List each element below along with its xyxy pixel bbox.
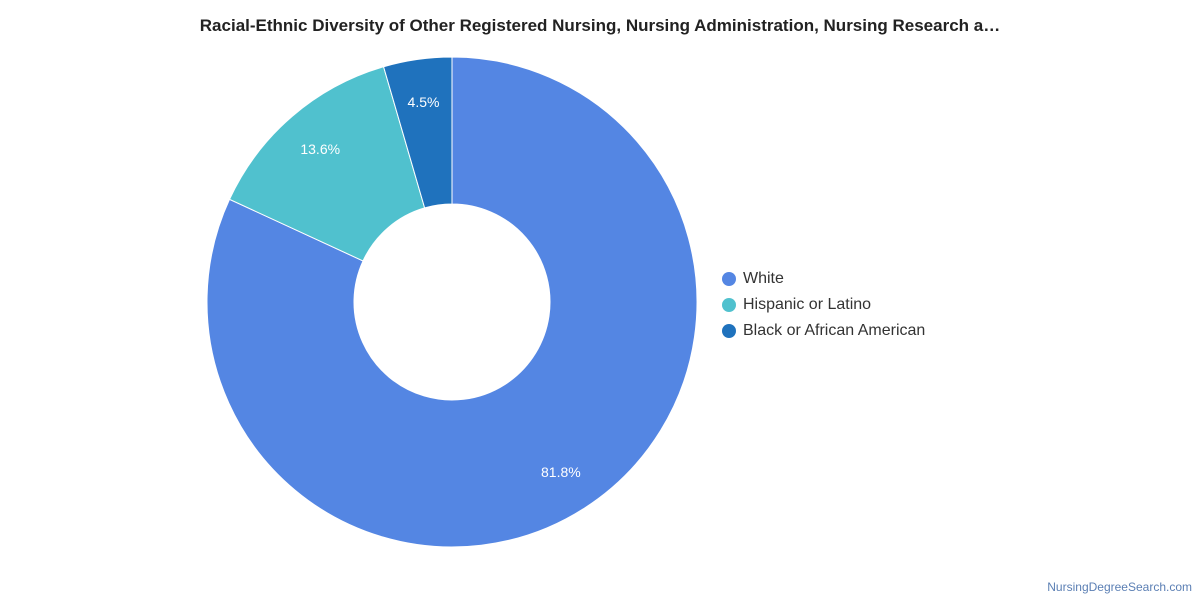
legend-label: Black or African American xyxy=(743,322,926,339)
slice-label-black-or-african-american: 4.5% xyxy=(408,94,440,110)
legend-label: White xyxy=(743,270,784,287)
legend-item-hispanic-or-latino[interactable]: Hispanic or Latino xyxy=(722,292,925,318)
slice-black-or-african-american[interactable] xyxy=(382,56,453,209)
legend: White Hispanic or Latino Black or Africa… xyxy=(722,266,925,344)
slice-white[interactable] xyxy=(206,56,698,548)
chart-title: Racial-Ethnic Diversity of Other Registe… xyxy=(199,16,1001,35)
legend-item-black-or-african-american[interactable]: Black or African American xyxy=(722,318,925,344)
legend-swatch-white xyxy=(722,272,736,286)
legend-item-white[interactable]: White xyxy=(722,266,925,292)
slice-hispanic-or-latino[interactable] xyxy=(228,66,426,262)
slice-label-hispanic-or-latino: 13.6% xyxy=(300,141,340,157)
legend-swatch-hispanic-or-latino xyxy=(722,298,736,312)
site-credit-link[interactable]: NursingDegreeSearch.com xyxy=(1047,580,1192,594)
legend-label: Hispanic or Latino xyxy=(743,296,872,313)
legend-swatch-black-or-african-american xyxy=(722,324,736,338)
slice-label-white: 81.8% xyxy=(541,464,581,480)
